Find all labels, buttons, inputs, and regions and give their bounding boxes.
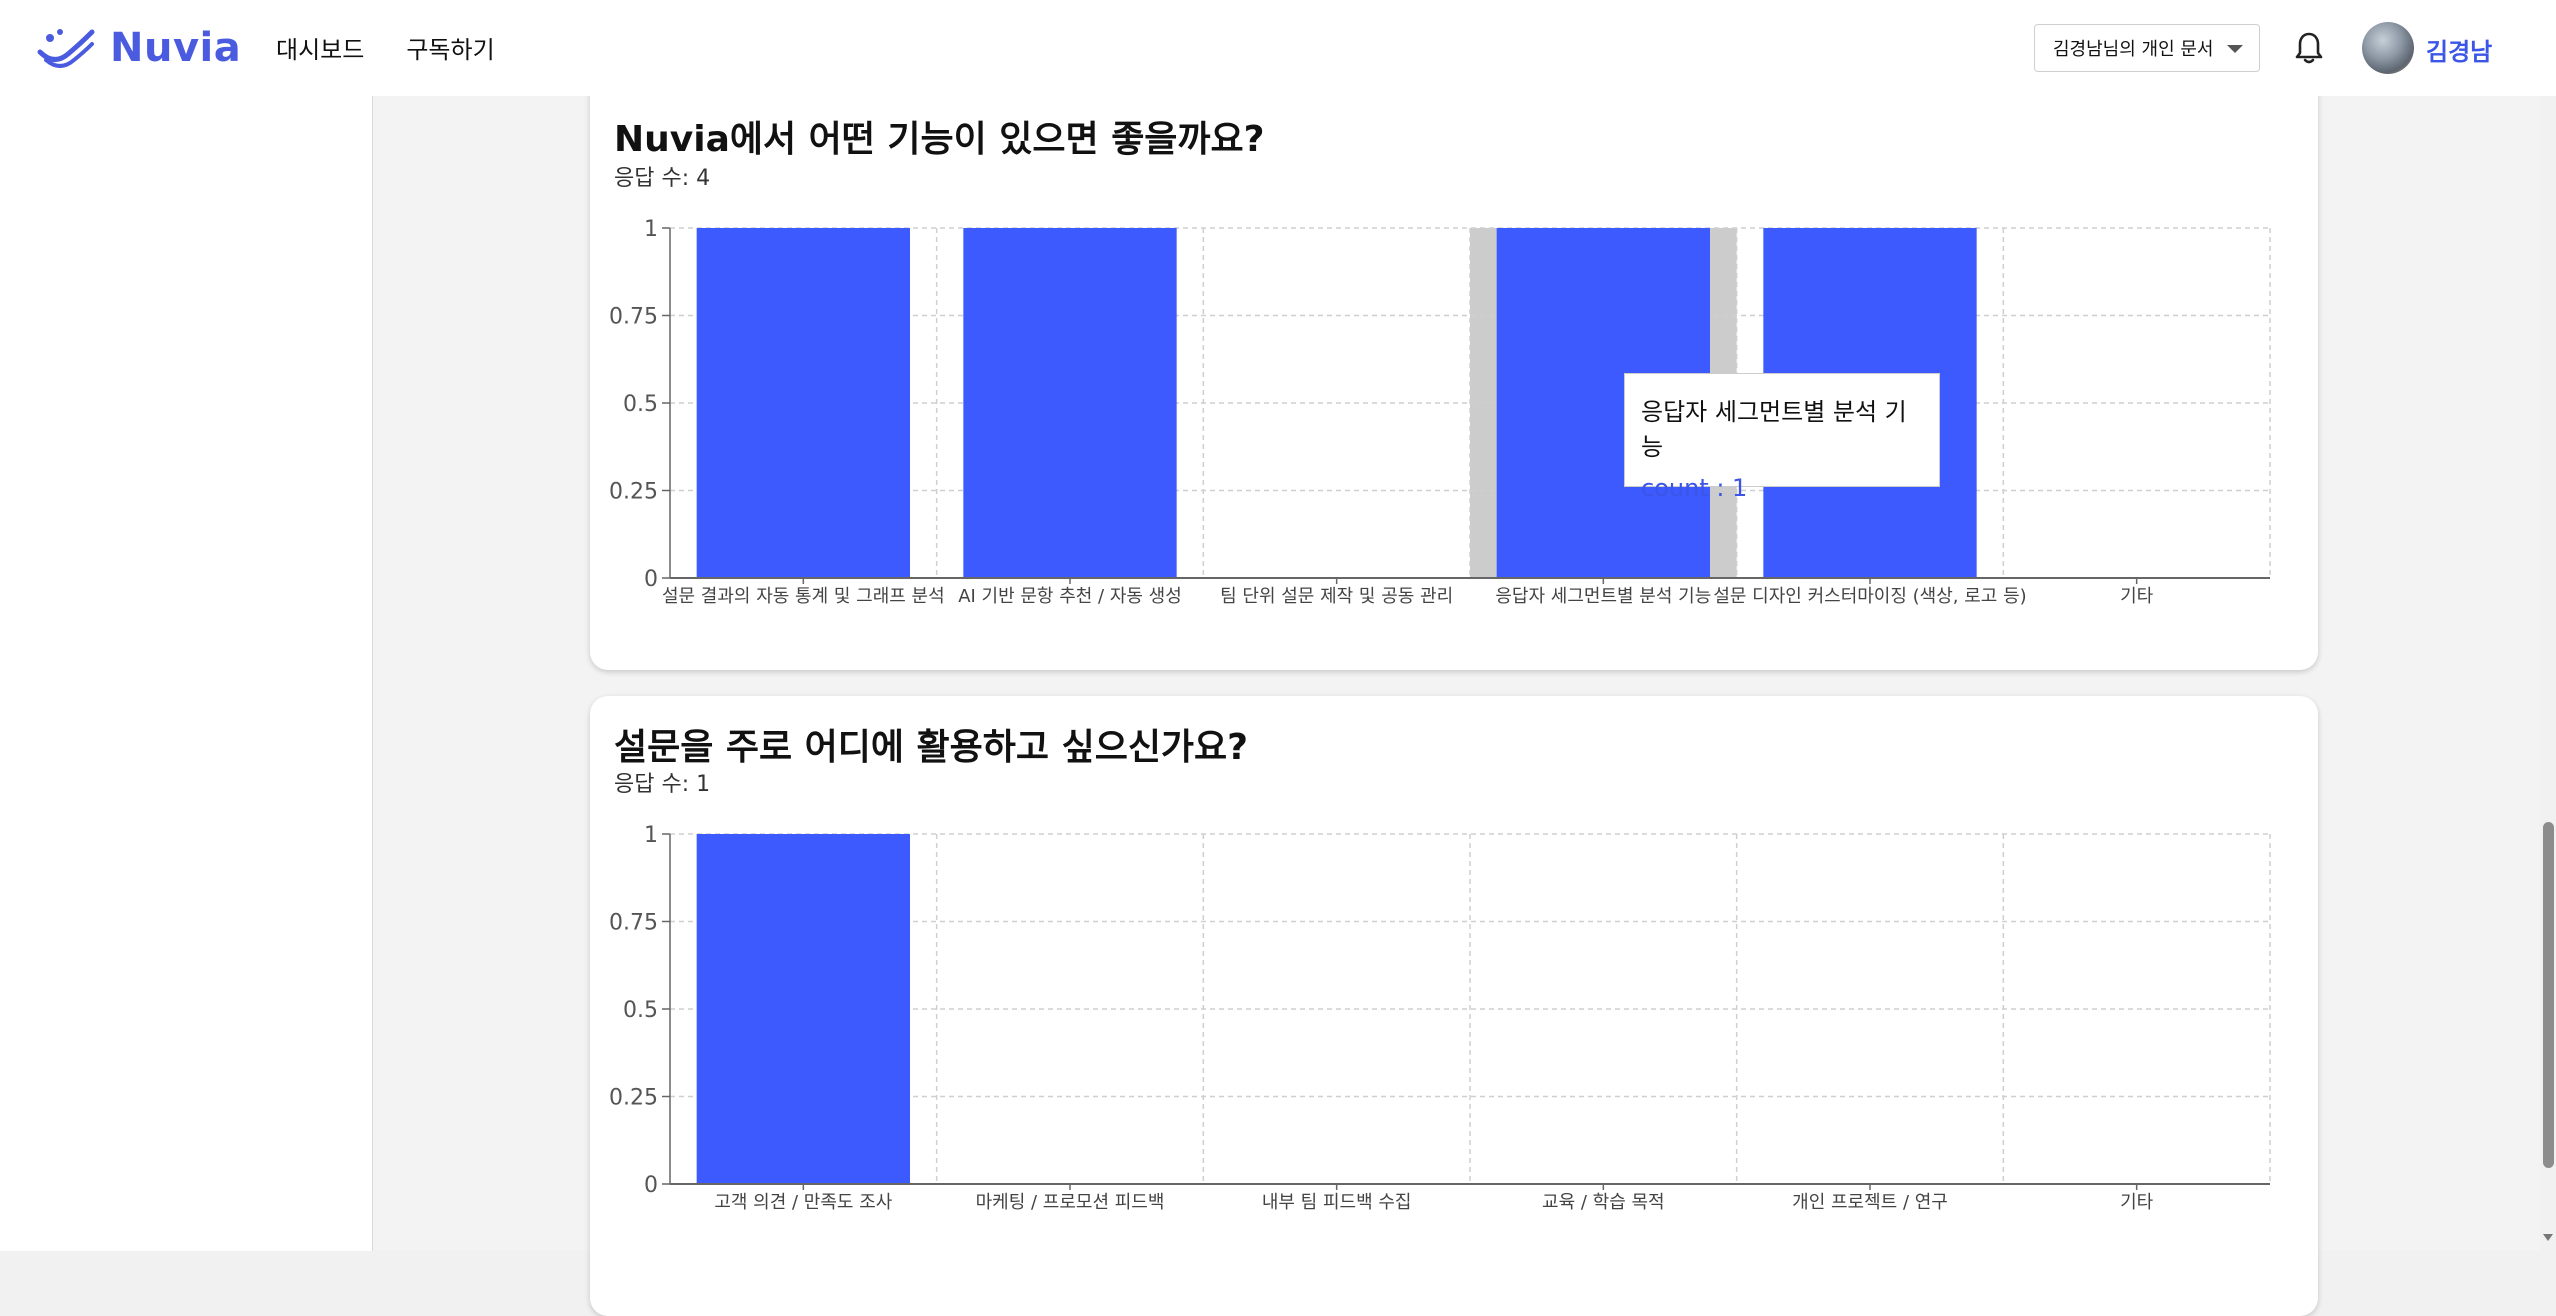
chart-bar[interactable] xyxy=(696,834,910,1184)
x-tick-label: 설문 결과의 자동 통계 및 그래프 분석 xyxy=(662,586,945,607)
response-count: 응답 수: 1 xyxy=(614,772,711,797)
x-tick-label: 마케팅 / 프로모션 피드백 xyxy=(976,1192,1165,1213)
y-tick-label: 0.5 xyxy=(623,998,658,1023)
main-nav: 대시보드 구독하기 xyxy=(276,30,495,65)
chart-card-usage: 설문을 주로 어디에 활용하고 싶으신가요? 응답 수: 1 0 0.25 0.5 0… xyxy=(590,696,2318,1316)
card-title: 설문을 주로 어디에 활용하고 싶으신가요? xyxy=(614,727,1249,768)
x-tick-label: 팀 단위 설문 제작 및 공동 관리 xyxy=(1220,586,1453,607)
y-tick-label: 0.25 xyxy=(609,1086,658,1111)
x-tick-label: 고객 의견 / 만족도 조사 xyxy=(714,1192,892,1213)
logo[interactable]: Nuvia xyxy=(36,24,241,72)
nav-subscribe[interactable]: 구독하기 xyxy=(406,36,495,64)
x-tick-label: 기타 xyxy=(2120,586,2154,607)
user-name[interactable]: 김경남 xyxy=(2426,38,2493,66)
y-tick-label: 0 xyxy=(644,567,658,592)
bell-icon[interactable] xyxy=(2293,30,2325,66)
x-tick-label: 설문 디자인 커스터마이징 (색상, 로고 등) xyxy=(1713,586,2026,607)
tooltip-value: count : 1 xyxy=(1641,474,1748,502)
document-select[interactable]: 김경남님의 개인 문서 xyxy=(2034,24,2260,72)
bar-chart-usage: 0 0.25 0.5 0.75 1 고객 의견 / 만족도 조사 마케팅 / 프로모션 피드… xyxy=(609,823,2271,1213)
chart-tooltip: 응답자 세그먼트별 분석 기능 count : 1 xyxy=(1624,373,1940,502)
x-tick-label: 내부 팀 피드백 수집 xyxy=(1262,1192,1412,1213)
x-tick-label: 기타 xyxy=(2120,1192,2154,1213)
response-count: 응답 수: 4 xyxy=(614,166,711,191)
avatar[interactable] xyxy=(2362,22,2414,74)
logo-text: Nuvia xyxy=(110,25,242,71)
nuvia-logo-icon xyxy=(37,29,95,68)
document-select-label: 김경남님의 개인 문서 xyxy=(2053,39,2214,60)
x-tick-label: 교육 / 학습 목적 xyxy=(1542,1192,1665,1213)
scroll-down-arrow-icon[interactable] xyxy=(2543,1234,2553,1241)
tooltip-label: 응답자 세그먼트별 분석 기능 xyxy=(1641,398,1907,461)
y-tick-label: 0 xyxy=(644,1173,658,1198)
x-tick-label: 응답자 세그먼트별 분석 기능 xyxy=(1495,586,1711,607)
scrollbar-thumb[interactable] xyxy=(2543,822,2554,1168)
x-tick-label: 개인 프로젝트 / 연구 xyxy=(1792,1192,1948,1213)
top-header: Nuvia 대시보드 구독하기 김경남님의 개인 문서 김경남 xyxy=(0,0,2556,96)
x-tick-label: AI 기반 문항 추천 / 자동 생성 xyxy=(958,586,1182,607)
y-tick-label: 0.5 xyxy=(623,392,658,417)
card-title: Nuvia에서 어떤 기능이 있으면 좋을까요? xyxy=(614,119,1265,160)
y-tick-label: 1 xyxy=(644,823,658,848)
y-tick-label: 0.25 xyxy=(609,480,658,505)
y-tick-label: 0.75 xyxy=(609,911,658,936)
chart-bar[interactable] xyxy=(696,228,910,578)
page-background-left xyxy=(0,96,372,1251)
y-tick-label: 1 xyxy=(644,217,658,242)
y-tick-label: 0.75 xyxy=(609,305,658,330)
chart-bar[interactable] xyxy=(963,228,1177,578)
chevron-down-icon xyxy=(2227,45,2243,53)
bar-chart-features: 0 0.25 0.5 0.75 1 설문 결과의 자동 통계 및 그래프 분석 AI 기반 … xyxy=(609,217,2271,607)
nav-dashboard[interactable]: 대시보드 xyxy=(276,36,365,64)
chart-card-features: Nuvia에서 어떤 기능이 있으면 좋을까요? 응답 수: 4 0 0.25 0.… xyxy=(590,70,2318,670)
